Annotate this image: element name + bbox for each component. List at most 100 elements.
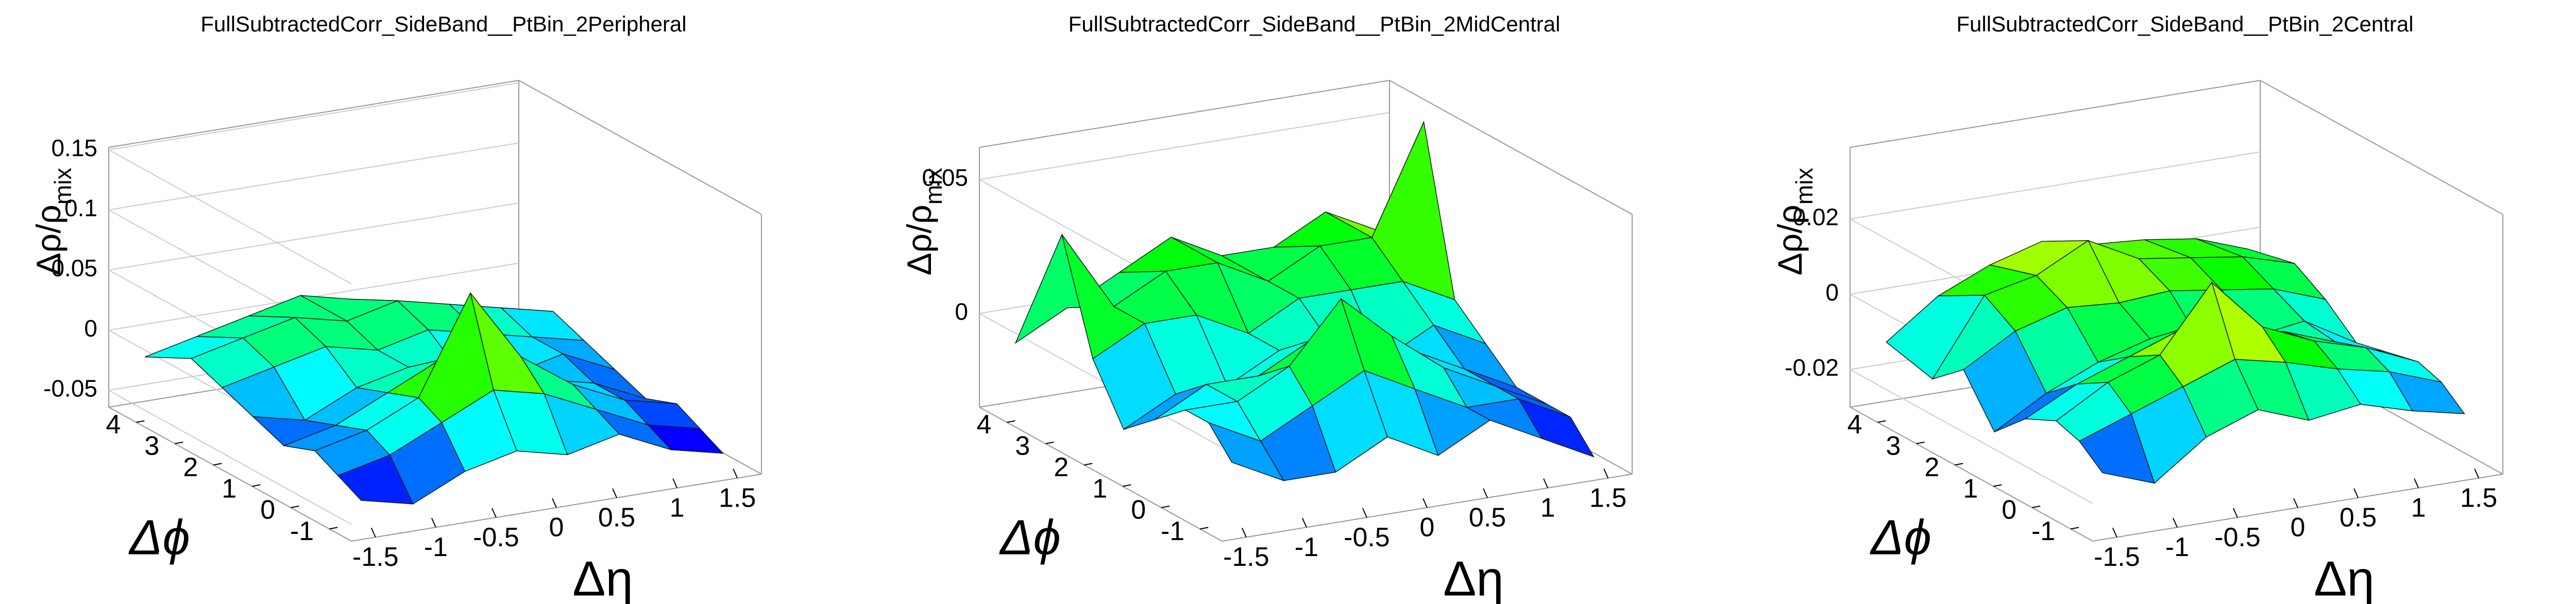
grid-line: [1850, 151, 2261, 220]
grid-line: [108, 142, 519, 211]
y-tick: [2071, 527, 2079, 530]
y-tick-label: 3: [144, 431, 159, 461]
x-tick: [2414, 478, 2419, 489]
z-tick-label: -0.05: [43, 375, 97, 401]
x-tick-label: 0: [1420, 513, 1435, 543]
x-tick-label: 1.5: [2460, 483, 2497, 513]
y-tick: [2032, 506, 2041, 508]
y-tick-label: 0: [260, 495, 275, 525]
y-tick-label: 3: [1886, 431, 1901, 461]
x-tick: [552, 498, 557, 508]
y-tick: [291, 506, 299, 508]
surface-cell: [337, 455, 414, 505]
x-axis-title: Δη: [2314, 551, 2375, 604]
x-tick: [370, 527, 376, 538]
surface-cell: [1208, 422, 1285, 482]
x-axis-title: Δη: [1443, 551, 1504, 604]
box-edge: [1389, 80, 1633, 215]
x-tick-label: -1: [424, 532, 448, 562]
y-tick-label: 4: [1847, 410, 1862, 440]
x-axis-title: Δη: [572, 551, 633, 604]
x-tick-label: 0.5: [598, 503, 635, 533]
z-tick-label: 0: [84, 315, 97, 342]
x-tick: [492, 508, 497, 518]
x-tick: [1362, 508, 1367, 518]
x-tick: [1603, 468, 1609, 479]
y-axis-title: Δϕ: [128, 510, 190, 565]
z-axis-title-main: Δρ/ρ: [900, 205, 938, 276]
y-tick: [1084, 463, 1093, 466]
y-tick: [1877, 420, 1886, 423]
y-tick-label: 4: [976, 410, 991, 440]
x-tick: [1422, 498, 1428, 508]
y-tick: [1007, 420, 1015, 423]
y-tick: [1161, 506, 1170, 508]
y-tick: [213, 463, 222, 466]
x-tick: [672, 478, 678, 489]
y-tick: [1200, 527, 1209, 530]
y-tick: [252, 484, 261, 487]
z-tick-label: 0.05: [922, 164, 968, 191]
y-tick-label: 1: [1963, 474, 1978, 504]
y-tick-label: 1: [222, 474, 236, 504]
y-tick: [1045, 441, 1054, 444]
z-tick-label: -0.02: [1785, 354, 1839, 381]
surface: [144, 292, 724, 505]
x-tick-label: -1: [1295, 532, 1318, 562]
x-tick: [1543, 478, 1549, 489]
x-tick: [431, 517, 436, 528]
z-axis-title-main: Δρ/ρ: [29, 205, 67, 276]
x-tick-label: 1.5: [719, 483, 756, 513]
grid-line: [108, 82, 519, 150]
box-edge: [108, 80, 519, 148]
y-tick-label: 2: [1924, 452, 1939, 482]
z-tick-label: 0.02: [1792, 204, 1839, 230]
x-tick-label: -1.5: [2094, 542, 2140, 572]
z-axis-title: Δρ/ρmix: [900, 167, 947, 275]
x-tick-label: 1: [2411, 493, 2426, 523]
x-tick: [1301, 517, 1307, 528]
chart-title: FullSubtractedCorr_SideBand__PtBin_2Peri…: [200, 12, 686, 36]
y-tick: [1916, 441, 1925, 444]
surface: [1014, 121, 1595, 482]
grid-line: [979, 112, 1390, 180]
y-tick: [1123, 484, 1131, 487]
x-tick-label: 0: [549, 513, 564, 543]
z-tick-label: 0.15: [51, 135, 97, 161]
x-tick-label: -1: [2165, 532, 2189, 562]
y-tick-label: 1: [1092, 474, 1107, 504]
y-tick: [1955, 463, 1963, 466]
y-tick-label: -1: [290, 516, 314, 546]
x-tick: [612, 488, 617, 498]
surface: [1886, 238, 2465, 484]
z-tick-label: 0: [1825, 279, 1839, 306]
grid-line: [108, 203, 519, 271]
x-tick-label: -1.5: [352, 542, 399, 572]
y-tick-label: -1: [1161, 516, 1184, 546]
y-tick-label: 0: [2002, 495, 2016, 525]
y-tick-label: -1: [2031, 516, 2055, 546]
box-edge: [518, 80, 762, 215]
x-tick-label: 0: [2291, 513, 2306, 543]
x-tick-label: -0.5: [1344, 523, 1390, 552]
y-axis-title: Δϕ: [1870, 510, 1931, 565]
z-axis-title-sub: mix: [1791, 167, 1818, 205]
box-edge: [979, 407, 1223, 542]
z-axis-title: Δρ/ρmix: [29, 167, 76, 275]
chart-title: FullSubtractedCorr_SideBand__PtBin_2Cent…: [1956, 12, 2413, 36]
y-tick: [175, 441, 183, 444]
z-axis-title-sub: mix: [49, 167, 76, 205]
x-tick-label: 1.5: [1589, 483, 1626, 513]
surface-cell: [2078, 413, 2155, 484]
x-tick: [2293, 498, 2298, 508]
y-tick-label: 2: [1054, 452, 1069, 482]
x-tick: [733, 468, 738, 479]
x-tick-label: 1: [670, 493, 685, 523]
y-tick-label: 4: [106, 410, 121, 440]
y-tick-label: 2: [183, 452, 198, 482]
x-tick-label: -0.5: [473, 523, 519, 552]
x-tick: [2353, 488, 2359, 498]
box-edge: [1850, 80, 2261, 148]
